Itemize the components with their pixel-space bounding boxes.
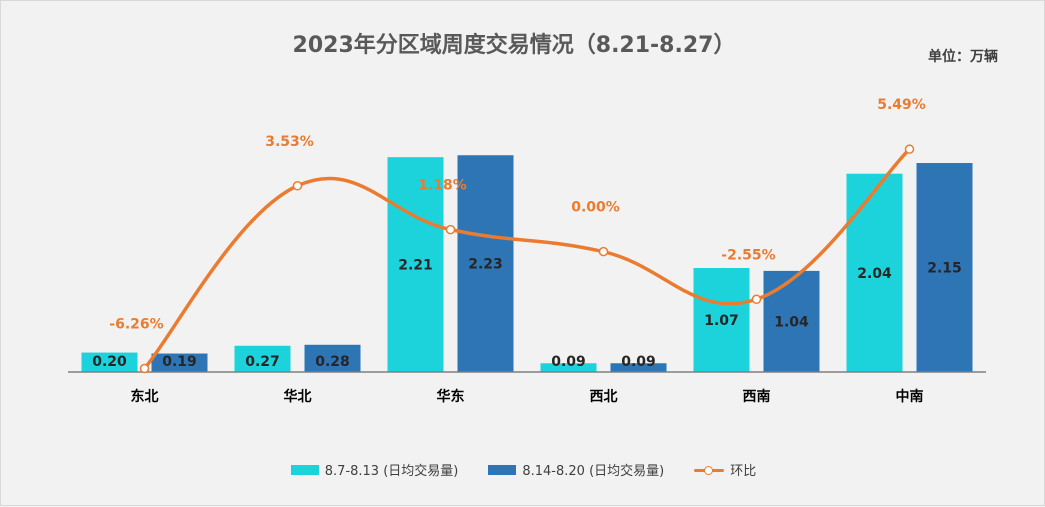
chart-title: 2023年分区域周度交易情况（8.21-8.27） <box>292 33 736 58</box>
bar-label-s2-2: 2.23 <box>468 257 503 273</box>
bar-s2-2 <box>457 155 514 372</box>
bar-s1-0 <box>81 352 138 372</box>
mom-label-3: 0.00% <box>571 200 620 216</box>
mom-point-2 <box>445 224 456 235</box>
mom-point-5 <box>904 144 915 154</box>
bar-label-s2-3: 0.09 <box>621 354 656 370</box>
x-tick-label-0: 东北 <box>131 388 159 405</box>
bar-label-s1-4: 1.07 <box>704 313 739 329</box>
mom-point-0 <box>139 363 150 374</box>
bar-label-s1-2: 2.21 <box>398 258 433 274</box>
unit-label: 单位：万辆 <box>928 49 998 65</box>
bar-label-s2-5: 2.15 <box>927 261 962 277</box>
legend-label-mom: 环比 <box>730 464 757 479</box>
bar-s1-1 <box>234 345 291 372</box>
legend-item-series-1[interactable]: 8.7-8.13 (日均交易量) <box>290 460 459 479</box>
bar-s2-1 <box>304 344 361 372</box>
x-tick-label-2: 华东 <box>437 388 465 405</box>
bar-label-s1-5: 2.04 <box>857 266 892 282</box>
x-tick-label-4: 西南 <box>743 388 771 405</box>
bar-label-s2-1: 0.28 <box>315 354 350 370</box>
mom-label-1: 3.53% <box>265 134 314 150</box>
mom-line <box>142 147 912 371</box>
mom-label-2: 1.18% <box>418 178 467 194</box>
legend: 8.7-8.13 (日均交易量) 8.14-8.20 (日均交易量) 环比 <box>1 460 1045 479</box>
mom-label-0: -6.26% <box>109 317 163 333</box>
bar-s2-3 <box>610 363 667 372</box>
bar-s1-5 <box>846 173 903 372</box>
legend-label-series-2: 8.14-8.20 (日均交易量) <box>522 464 665 479</box>
legend-swatch-mom <box>694 465 725 475</box>
bar-s1-2 <box>387 157 444 372</box>
bar-label-s1-0: 0.20 <box>92 354 127 370</box>
x-tick-label-1: 华北 <box>284 388 312 405</box>
bar-label-s2-4: 1.04 <box>774 314 809 330</box>
bar-label-s2-0: 0.19 <box>162 354 197 370</box>
bar-s1-3 <box>540 363 597 372</box>
bar-label-s1-1: 0.27 <box>245 354 280 370</box>
legend-swatch-series-1 <box>290 464 319 475</box>
mom-point-1 <box>292 181 303 191</box>
mom-label-5: 5.49% <box>877 97 926 113</box>
legend-item-mom[interactable]: 环比 <box>694 460 756 479</box>
legend-label-series-1: 8.7-8.13 (日均交易量) <box>324 464 459 479</box>
bar-s1-4 <box>693 267 750 372</box>
mom-label-4: -2.55% <box>721 247 775 263</box>
mom-point-4 <box>751 294 762 305</box>
bar-s2-4 <box>763 270 820 372</box>
legend-swatch-series-2 <box>488 464 517 475</box>
bar-s2-0 <box>151 353 208 372</box>
bar-s2-5 <box>916 163 973 372</box>
legend-item-series-2[interactable]: 8.14-8.20 (日均交易量) <box>488 460 664 479</box>
x-tick-label-5: 中南 <box>896 388 924 405</box>
x-tick-label-3: 西北 <box>590 389 618 405</box>
mom-point-3 <box>598 246 609 257</box>
bar-label-s1-3: 0.09 <box>551 354 586 370</box>
